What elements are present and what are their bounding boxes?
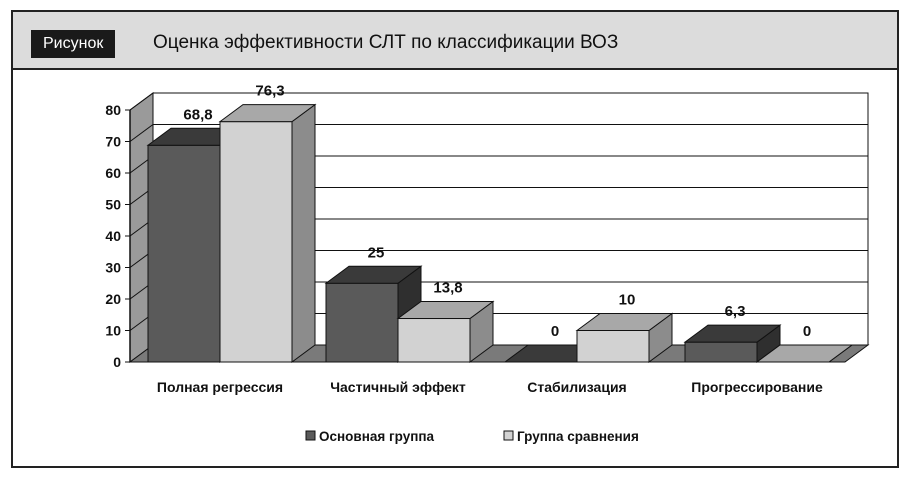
y-tick-label: 40 [105,228,121,244]
y-tick-label: 10 [105,323,121,339]
bar-top-compare-0 [218,104,317,123]
bar-main-1 [325,282,399,363]
y-tick-label: 0 [113,354,121,370]
gridline-side [129,124,154,142]
bar-top-compare-3 [755,344,854,363]
bar-top-compare-1 [396,301,495,320]
bar-top-compare-2 [575,313,674,331]
legend-swatch-1 [503,430,514,441]
bar-main-3 [684,341,758,363]
bar-top-main-1 [324,265,423,284]
data-label-compare-0: 76,3 [255,83,284,100]
figure-title: Оценка эффективности СЛТ по классификаци… [153,32,619,53]
bar-side-compare-0 [291,103,316,363]
data-label-compare-2: 10 [619,292,636,309]
data-label-main-0: 68,8 [183,106,212,123]
y-tick-label: 20 [105,291,121,307]
legend-label-0: Основная группа [319,429,435,444]
y-tick-label: 80 [105,102,121,118]
bar-compare-2 [576,330,650,363]
data-label-main-1: 25 [368,244,385,261]
data-label-compare-3: 0 [803,323,811,340]
x-tick-label-1: Частичный эффект [330,379,466,395]
bar-main-0 [147,144,221,363]
legend-swatch-0 [305,430,316,441]
bar-compare-1 [397,318,471,363]
x-tick-label-3: Прогрессирование [691,379,823,395]
y-tick-label: 50 [105,197,121,213]
figure-badge: Рисунок [31,30,116,58]
data-label-main-3: 6,3 [725,303,746,320]
gridline-side [129,92,154,111]
data-label-compare-1: 13,8 [433,280,462,297]
x-tick-label-2: Стабилизация [527,379,626,395]
figure-header: Рисунок Оценка эффективности СЛТ по клас… [13,12,897,70]
y-tick-label: 70 [105,134,121,150]
bar-top-main-3 [683,324,782,343]
y-tick-label: 60 [105,165,121,181]
bar-compare-0 [219,121,293,363]
y-tick-label: 30 [105,260,121,276]
x-tick-label-0: Полная регрессия [157,379,283,395]
legend-label-1: Группа сравнения [517,429,639,444]
data-label-main-2: 0 [551,323,559,340]
